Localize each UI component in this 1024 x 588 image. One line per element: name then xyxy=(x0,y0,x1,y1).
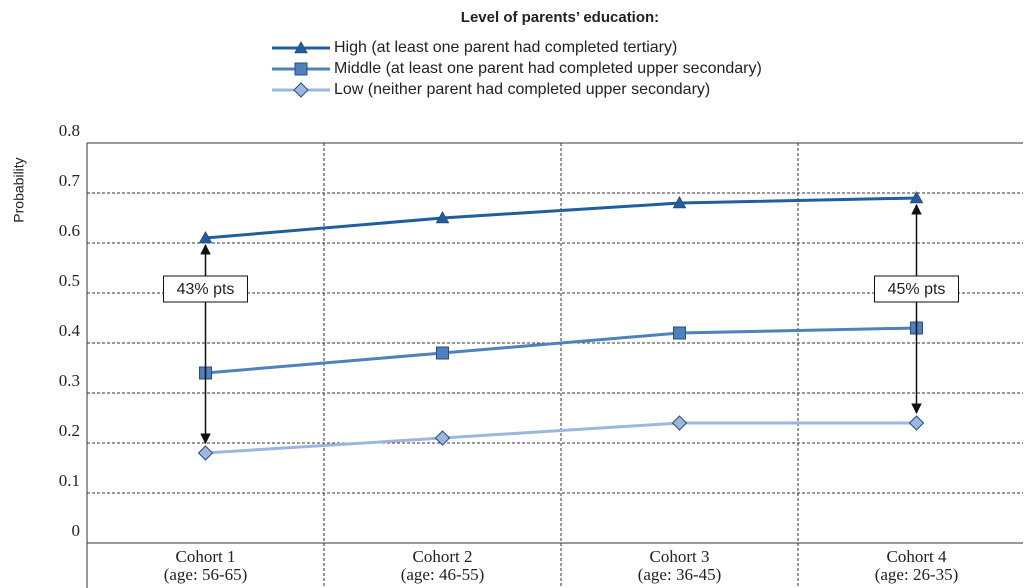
y-tick-label: 0 xyxy=(72,521,81,540)
series-line xyxy=(205,196,917,240)
data-point xyxy=(197,445,214,461)
x-tick-sublabel: (age: 56-65) xyxy=(164,565,248,584)
annotation-box xyxy=(163,275,248,303)
series-line xyxy=(205,421,917,455)
y-tick-label: 0.8 xyxy=(59,121,80,140)
annotation-label: 45% pts xyxy=(888,281,946,298)
y-tick-label: 0.7 xyxy=(59,171,81,190)
x-tick-label: Cohort 2 xyxy=(413,547,473,566)
legend-marker xyxy=(294,40,308,54)
annotation-label: 43% pts xyxy=(177,281,235,298)
y-tick-label: 0.3 xyxy=(59,371,80,390)
data-point xyxy=(671,415,688,431)
data-point xyxy=(198,230,213,244)
data-point xyxy=(672,195,687,209)
legend-label: High (at least one parent had completed … xyxy=(334,39,677,56)
y-tick-label: 0.6 xyxy=(59,221,80,240)
data-point xyxy=(909,190,924,204)
y-tick-label: 0.1 xyxy=(59,471,80,490)
data-point xyxy=(908,415,925,431)
x-tick-label: Cohort 1 xyxy=(176,547,236,566)
legend-title: Level of parents’ education: xyxy=(461,9,659,26)
data-point xyxy=(435,210,450,224)
legend-marker xyxy=(294,62,308,76)
x-tick-sublabel: (age: 26-35) xyxy=(875,565,959,584)
y-tick-label: 0.5 xyxy=(59,271,80,290)
x-tick-sublabel: (age: 36-45) xyxy=(638,565,722,584)
legend-label: Low (neither parent had completed upper … xyxy=(334,81,710,98)
legend-label: Middle (at least one parent had complete… xyxy=(334,60,762,77)
x-tick-label: Cohort 4 xyxy=(887,547,947,566)
y-tick-label: 0.4 xyxy=(59,321,81,340)
annotation-box xyxy=(874,275,959,303)
data-point xyxy=(434,430,451,446)
x-tick-sublabel: (age: 46-55) xyxy=(401,565,485,584)
x-tick-label: Cohort 3 xyxy=(650,547,710,566)
series-line xyxy=(205,326,917,375)
data-point xyxy=(673,326,686,340)
y-axis-label: Probability xyxy=(11,157,27,222)
legend-marker xyxy=(293,82,309,98)
data-point xyxy=(436,346,449,360)
y-tick-label: 0.2 xyxy=(59,421,80,440)
